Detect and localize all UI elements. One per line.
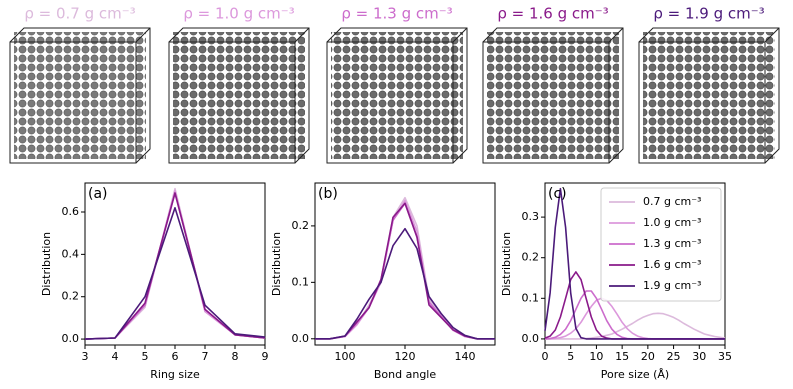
x-axis-label: Pore size (Å) bbox=[601, 368, 669, 381]
x-tick-label: 120 bbox=[395, 350, 416, 363]
legend-label: 1.6 g cm⁻³ bbox=[643, 258, 701, 271]
x-tick-label: 6 bbox=[172, 350, 179, 363]
x-tick-label: 35 bbox=[718, 350, 732, 363]
y-tick-label: 0.6 bbox=[62, 205, 80, 218]
structure-image bbox=[173, 32, 305, 159]
x-tick-label: 7 bbox=[202, 350, 209, 363]
series-line bbox=[544, 187, 725, 340]
x-tick-label: 9 bbox=[262, 350, 269, 363]
x-tick-label: 0 bbox=[542, 350, 549, 363]
legend-label: 1.9 g cm⁻³ bbox=[643, 279, 701, 292]
x-axis-label: Bond angle bbox=[374, 368, 436, 381]
panel-title: ρ = 1.0 g cm⁻³ bbox=[183, 5, 294, 23]
series-line bbox=[315, 227, 495, 340]
y-tick-label: 0.1 bbox=[522, 291, 540, 304]
y-tick-label: 0.2 bbox=[62, 290, 80, 303]
structure-image bbox=[643, 32, 775, 159]
y-tick-label: 0.1 bbox=[292, 275, 310, 288]
x-tick-label: 20 bbox=[641, 350, 655, 363]
x-tick-label: 3 bbox=[82, 350, 89, 363]
x-tick-label: 5 bbox=[142, 350, 149, 363]
panel-title: ρ = 1.6 g cm⁻³ bbox=[497, 5, 608, 23]
legend-box bbox=[600, 187, 722, 302]
y-tick-label: 0.3 bbox=[522, 210, 540, 223]
x-tick-label: 100 bbox=[335, 350, 356, 363]
x-tick-label: 10 bbox=[589, 350, 603, 363]
cube-frame bbox=[168, 27, 310, 164]
x-tick-label: 4 bbox=[112, 350, 119, 363]
cube-frame bbox=[638, 27, 780, 164]
y-tick-label: 0.4 bbox=[62, 247, 80, 260]
x-tick-label: 15 bbox=[615, 350, 629, 363]
structure-image bbox=[487, 32, 619, 159]
x-tick-label: 5 bbox=[567, 350, 574, 363]
y-axis-label: Distribution bbox=[270, 232, 283, 296]
panel-title: ρ = 0.7 g cm⁻³ bbox=[24, 5, 135, 23]
legend-label: 1.3 g cm⁻³ bbox=[643, 237, 701, 250]
y-tick-label: 0.2 bbox=[522, 251, 540, 264]
panel-label: (a) bbox=[88, 186, 108, 202]
structure-images bbox=[9, 27, 780, 164]
y-axis-label: Distribution bbox=[40, 232, 53, 296]
structure-image bbox=[14, 32, 146, 159]
x-axis-label: Ring size bbox=[150, 368, 200, 381]
x-tick-label: 30 bbox=[692, 350, 706, 363]
plot-area bbox=[314, 182, 496, 346]
panel-label: (c) bbox=[548, 186, 567, 202]
structure-image bbox=[331, 32, 463, 159]
panel-label: (b) bbox=[318, 186, 338, 202]
y-axis-label: Distribution bbox=[500, 232, 513, 296]
panel-title: ρ = 1.9 g cm⁻³ bbox=[653, 5, 764, 23]
series-line bbox=[84, 207, 266, 340]
legend-label: 0.7 g cm⁻³ bbox=[643, 195, 701, 208]
legend-label: 1.0 g cm⁻³ bbox=[643, 216, 701, 229]
y-tick-label: 0.0 bbox=[292, 332, 310, 345]
y-tick-label: 0.2 bbox=[292, 219, 310, 232]
cube-frame bbox=[9, 27, 151, 164]
y-tick-label: 0.0 bbox=[522, 332, 540, 345]
y-tick-label: 0.0 bbox=[62, 332, 80, 345]
x-tick-label: 25 bbox=[667, 350, 681, 363]
x-tick-label: 8 bbox=[232, 350, 239, 363]
series-line bbox=[545, 312, 726, 340]
panel-title: ρ = 1.3 g cm⁻³ bbox=[341, 5, 452, 23]
cube-frame bbox=[326, 27, 468, 164]
x-tick-label: 140 bbox=[455, 350, 476, 363]
cube-frame bbox=[482, 27, 624, 164]
